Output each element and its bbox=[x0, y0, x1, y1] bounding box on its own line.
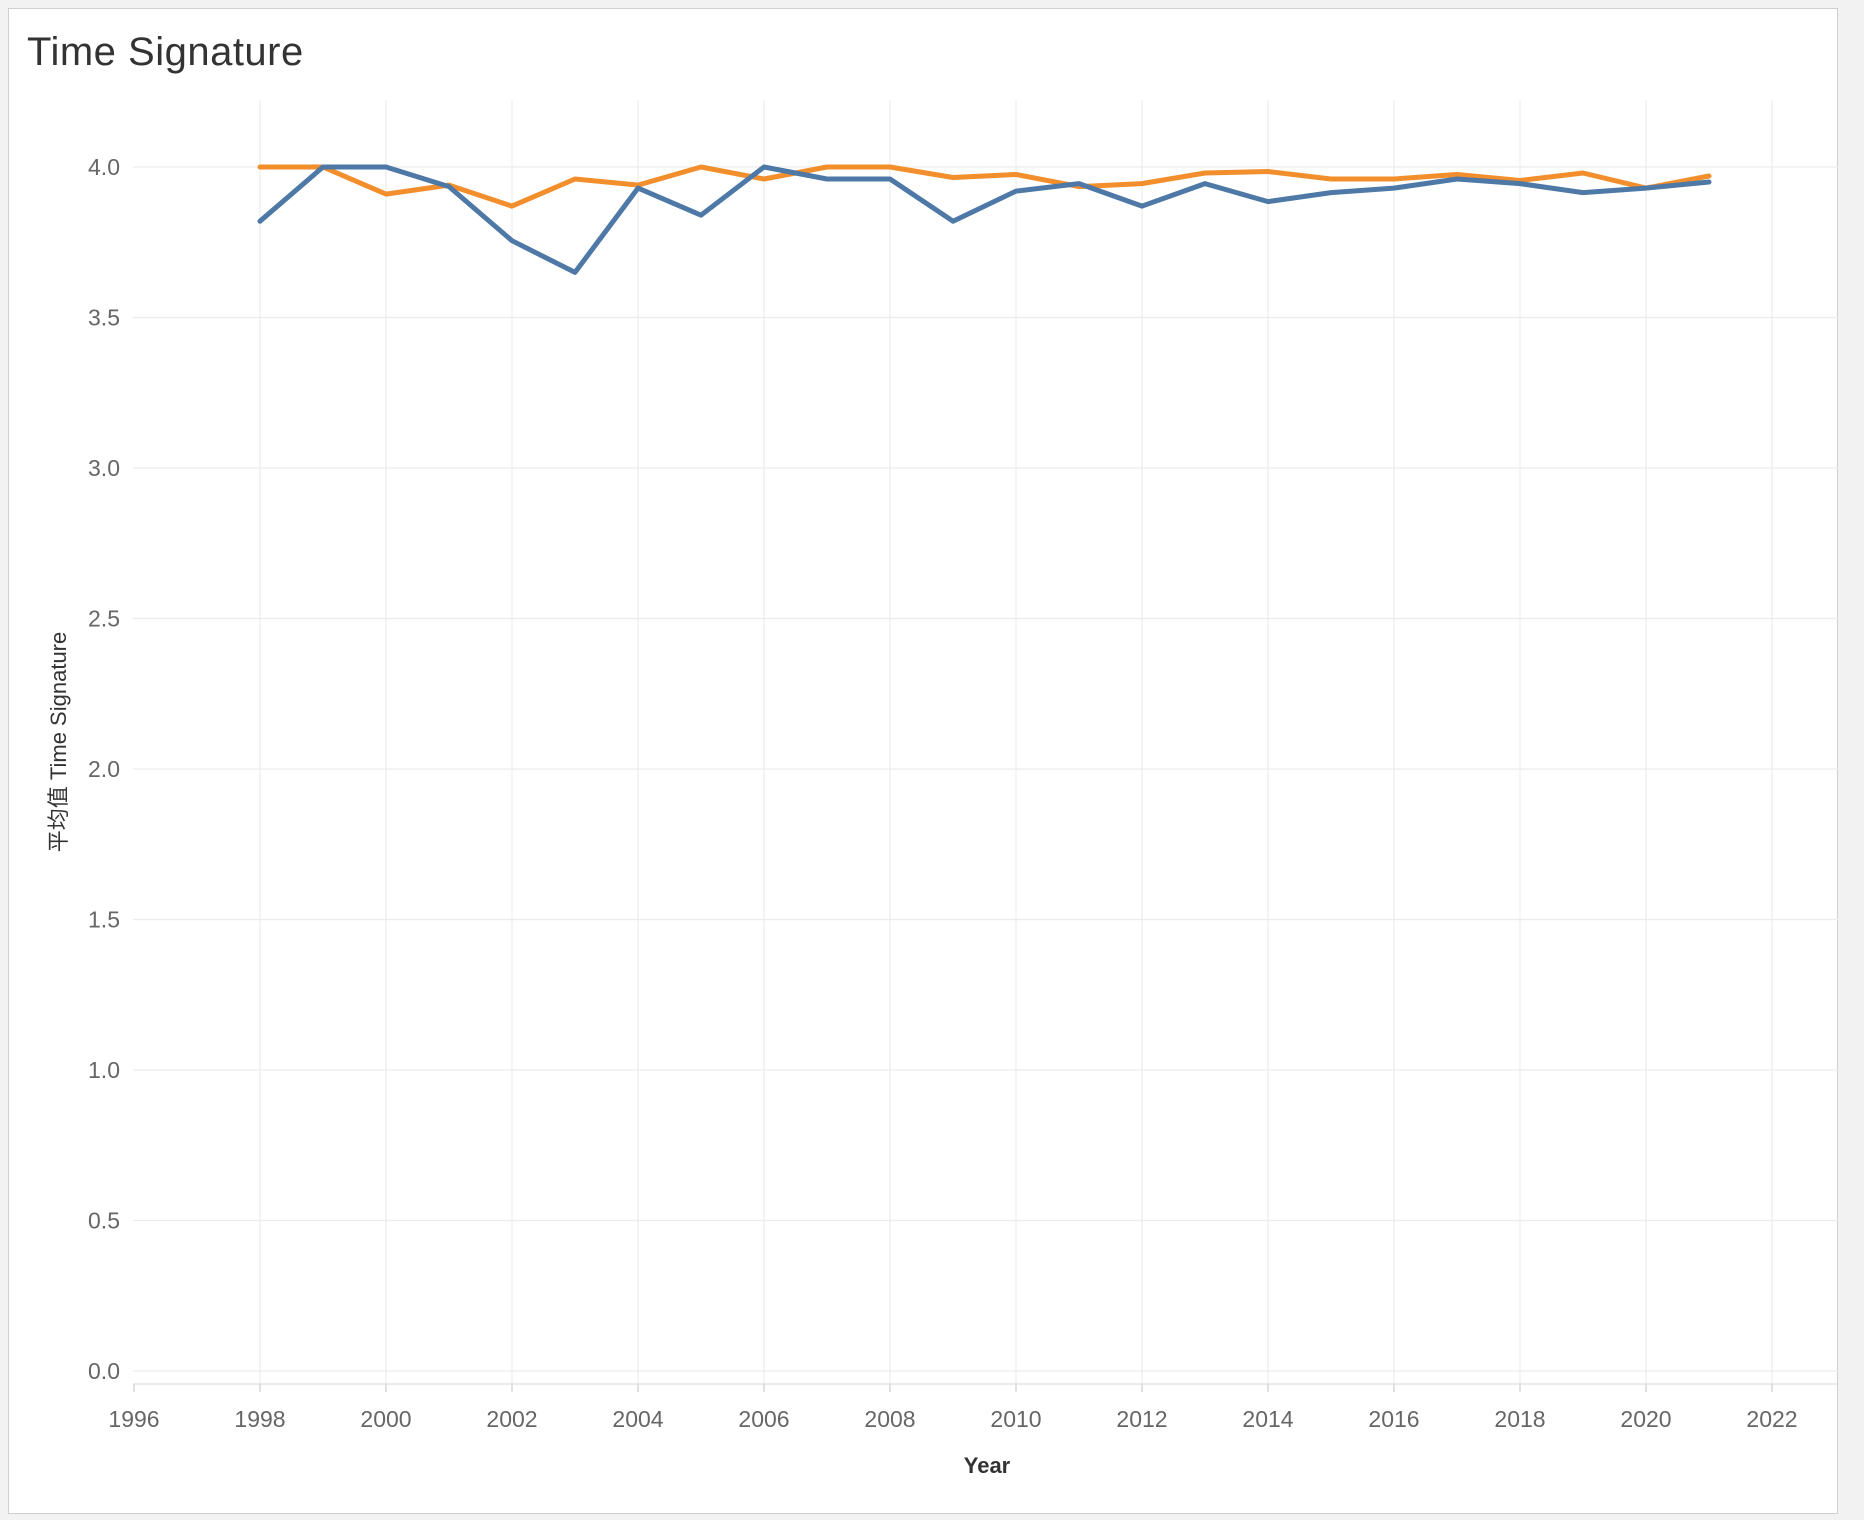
axis-layer: 0.0 0.5 1.0 1.5 2.0 2.5 3.0 3.5 4.0 1996 1998 2000 2… bbox=[88, 154, 1838, 1432]
x-tick-label: 2018 bbox=[1494, 1406, 1545, 1432]
x-tick-label: 2016 bbox=[1368, 1406, 1419, 1432]
x-tick-label: 2012 bbox=[1116, 1406, 1167, 1432]
y-tick-label: 3.0 bbox=[88, 455, 120, 481]
x-tick-label: 2000 bbox=[360, 1406, 411, 1432]
y-axis-title: 平均值 Time Signature bbox=[46, 632, 71, 852]
y-tick-label: 1.5 bbox=[88, 907, 120, 933]
y-tick-label: 1.0 bbox=[88, 1057, 120, 1083]
y-tick-label: 2.5 bbox=[88, 606, 120, 632]
y-tick-label: 2.0 bbox=[88, 756, 120, 782]
y-tick-label: 4.0 bbox=[88, 154, 120, 180]
y-tick-label: 3.5 bbox=[88, 305, 120, 331]
x-tick-label: 1996 bbox=[108, 1406, 159, 1432]
series-line-1 bbox=[257, 164, 1712, 209]
x-tick-label: 2008 bbox=[864, 1406, 915, 1432]
y-tick-label: 0.0 bbox=[88, 1358, 120, 1384]
y-tick-label: 0.5 bbox=[88, 1208, 120, 1234]
x-tick-label: 2020 bbox=[1620, 1406, 1671, 1432]
x-tick-label: 2022 bbox=[1746, 1406, 1797, 1432]
x-tick-label: 2006 bbox=[738, 1406, 789, 1432]
x-tick-label: 1998 bbox=[234, 1406, 285, 1432]
grid-layer bbox=[133, 100, 1838, 1384]
x-tick-label: 2004 bbox=[612, 1406, 663, 1432]
series-line-2 bbox=[257, 164, 1712, 275]
x-tick-label: 2010 bbox=[990, 1406, 1041, 1432]
x-axis-title: Year bbox=[964, 1453, 1011, 1478]
chart-title: Time Signature bbox=[27, 30, 304, 74]
x-tick-label: 2002 bbox=[486, 1406, 537, 1432]
x-tick-label: 2014 bbox=[1242, 1406, 1293, 1432]
chart-frame bbox=[8, 8, 1838, 1514]
series-layer bbox=[257, 164, 1712, 275]
